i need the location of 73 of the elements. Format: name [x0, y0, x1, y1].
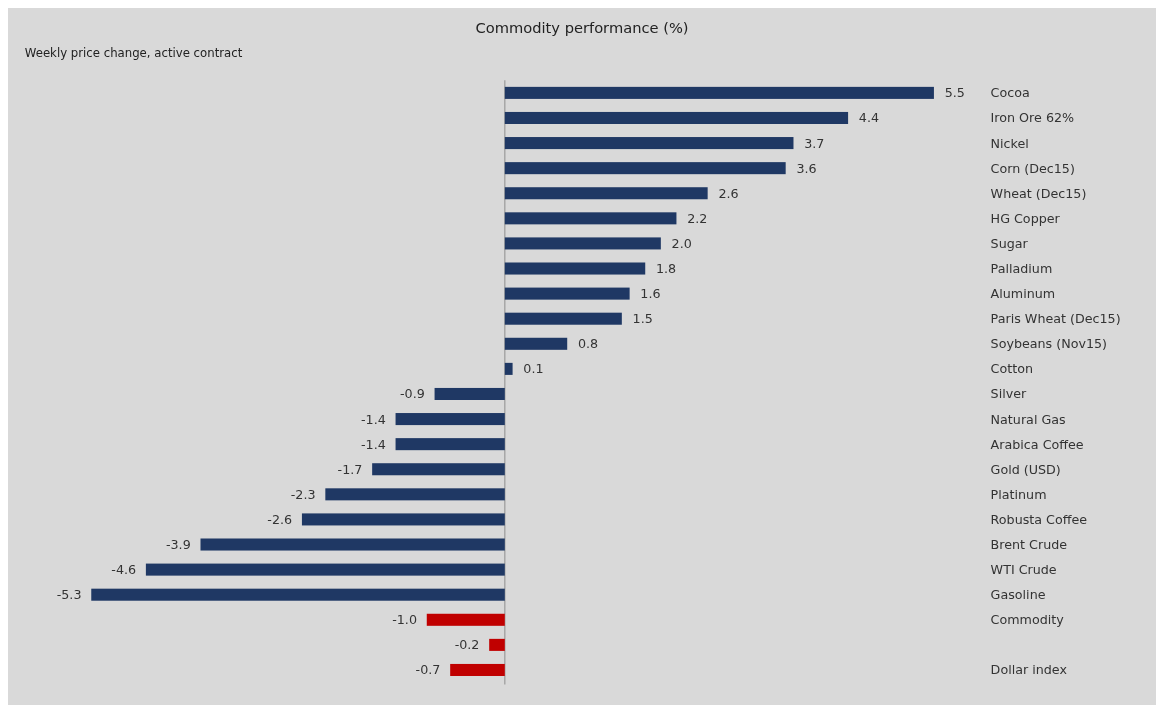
y-tick-label: Paris Wheat (Dec15)	[990, 311, 1121, 327]
data-label: 2.2	[687, 210, 708, 226]
y-tick-label: Cocoa	[990, 85, 1030, 101]
data-label: -2.3	[290, 486, 316, 502]
y-tick-label: Aluminum	[990, 286, 1056, 302]
y-tick-label: Sugar	[990, 235, 1029, 251]
bar	[504, 362, 513, 375]
data-label: -0.7	[415, 662, 441, 678]
bar	[145, 563, 505, 576]
y-tick-label: Natural Gas	[990, 411, 1066, 427]
y-tick-label: Gasoline	[990, 587, 1046, 603]
chart-subtitle: Weekly price change, active contract	[24, 46, 243, 61]
y-tick-label: HG Copper	[990, 210, 1061, 226]
data-label: 1.8	[655, 260, 677, 276]
data-label: 1.5	[632, 311, 653, 327]
y-tick-label: WTI Crude	[990, 562, 1057, 578]
bar	[395, 438, 505, 451]
bar	[504, 162, 786, 175]
data-label: -1.0	[392, 612, 417, 628]
data-label: 3.6	[796, 160, 817, 176]
data-label: 3.7	[804, 135, 825, 151]
data-label: 5.5	[944, 85, 965, 101]
data-label: 4.4	[858, 110, 880, 126]
data-label: -3.9	[165, 536, 191, 552]
data-label: -0.9	[400, 386, 425, 402]
bar	[504, 111, 849, 124]
chart-title: Commodity performance (%)	[475, 18, 689, 36]
data-label: -1.7	[337, 461, 363, 477]
y-tick-label: Robusta Coffee	[990, 511, 1088, 527]
bar	[434, 387, 505, 400]
y-tick-label: Iron Ore 62%	[990, 110, 1075, 126]
bar	[504, 287, 630, 300]
bar	[200, 538, 505, 551]
bar	[395, 413, 505, 426]
y-tick-label: Wheat (Dec15)	[990, 185, 1087, 201]
bar	[489, 638, 505, 651]
data-label: -2.6	[267, 511, 293, 527]
bar	[504, 312, 622, 325]
bar	[426, 613, 505, 626]
bar	[450, 663, 505, 676]
y-tick-label: Arabica Coffee	[990, 436, 1084, 452]
y-tick-label: Corn (Dec15)	[990, 160, 1075, 176]
y-tick-label: Silver	[990, 386, 1028, 402]
data-label: -1.4	[361, 436, 386, 452]
bar	[504, 137, 794, 150]
bar	[504, 187, 708, 200]
y-tick-label: Brent Crude	[990, 536, 1068, 552]
data-label: 0.8	[577, 336, 599, 352]
bar	[504, 86, 934, 99]
y-tick-label: Commodity	[990, 612, 1065, 628]
y-tick-label: Cotton	[990, 361, 1033, 377]
data-label: 1.6	[640, 286, 661, 302]
data-label: -5.3	[56, 587, 82, 603]
data-label: 2.6	[718, 185, 739, 201]
y-tick-label: Gold (USD)	[990, 461, 1061, 477]
y-tick-label: Dollar index	[990, 662, 1068, 678]
y-tick-label: Platinum	[990, 486, 1047, 502]
y-tick-label: Soybeans (Nov15)	[990, 336, 1108, 352]
bar	[504, 337, 568, 350]
y-tick-label: Nickel	[990, 135, 1029, 151]
bar	[325, 488, 505, 501]
data-label: -1.4	[361, 411, 386, 427]
bar	[91, 588, 505, 601]
data-label: 2.0	[671, 235, 692, 251]
data-label: 0.1	[523, 361, 544, 377]
bar	[301, 513, 505, 526]
bar	[372, 463, 505, 476]
bar	[504, 212, 677, 225]
y-tick-label: Palladium	[990, 260, 1053, 276]
bar	[504, 262, 646, 275]
data-label: -4.6	[111, 562, 137, 578]
bar	[504, 237, 661, 250]
data-label: -0.2	[454, 637, 480, 653]
